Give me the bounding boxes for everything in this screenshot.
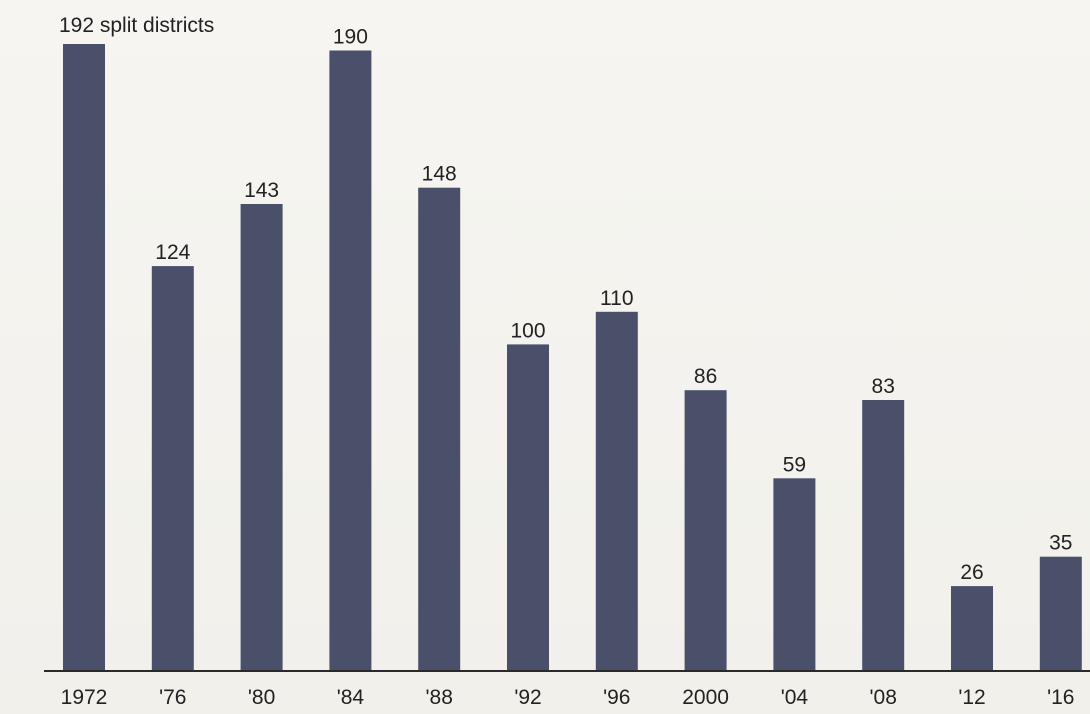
x-tick-label-0: 1972 [61, 686, 108, 709]
value-labels-layer: 192 split districts 124 143 190 148 100 110 86 5… [59, 14, 1072, 584]
x-tick-label-4: '88 [426, 686, 453, 709]
data-label-2: 143 [244, 179, 279, 202]
x-tick-label-7: 2000 [682, 686, 729, 709]
x-tick-label-11: '16 [1047, 686, 1074, 709]
x-tick-label-10: '12 [958, 686, 985, 709]
data-label-10: 26 [960, 561, 983, 584]
bar-10 [951, 586, 993, 671]
bar-8 [773, 478, 816, 671]
bar-11 [1039, 556, 1082, 671]
data-label-11: 35 [1049, 532, 1072, 555]
bar-2 [240, 204, 283, 671]
data-label-3: 190 [333, 26, 368, 49]
x-tick-label-3: '84 [337, 686, 365, 709]
bar-6 [595, 311, 638, 671]
bar-7 [684, 390, 727, 671]
bar-9 [862, 400, 905, 671]
x-tick-label-9: '08 [870, 686, 897, 709]
data-label-5: 100 [510, 319, 545, 342]
data-label-6: 110 [600, 287, 633, 310]
data-label-4: 148 [422, 163, 457, 186]
bars-layer [63, 44, 1082, 671]
bar-0 [63, 44, 105, 671]
x-tick-label-5: '92 [514, 686, 541, 709]
data-label-8: 59 [783, 453, 806, 476]
data-label-9: 83 [872, 375, 895, 398]
data-label-1: 124 [155, 241, 190, 264]
bar-1 [151, 266, 194, 671]
x-axis-tick-labels: 1972 '76 '80 '84 '88 '92 '96 2000 '04 '08 '12 '16 [61, 686, 1075, 709]
data-label-0: 192 split districts [59, 14, 214, 37]
bar-4 [418, 187, 461, 671]
x-tick-label-1: '76 [159, 686, 186, 709]
data-label-7: 86 [694, 365, 717, 388]
bar-5 [507, 344, 549, 671]
x-tick-label-2: '80 [248, 686, 275, 709]
x-tick-label-6: '96 [603, 686, 630, 709]
x-tick-label-8: '04 [781, 686, 809, 709]
bar-3 [329, 50, 372, 671]
